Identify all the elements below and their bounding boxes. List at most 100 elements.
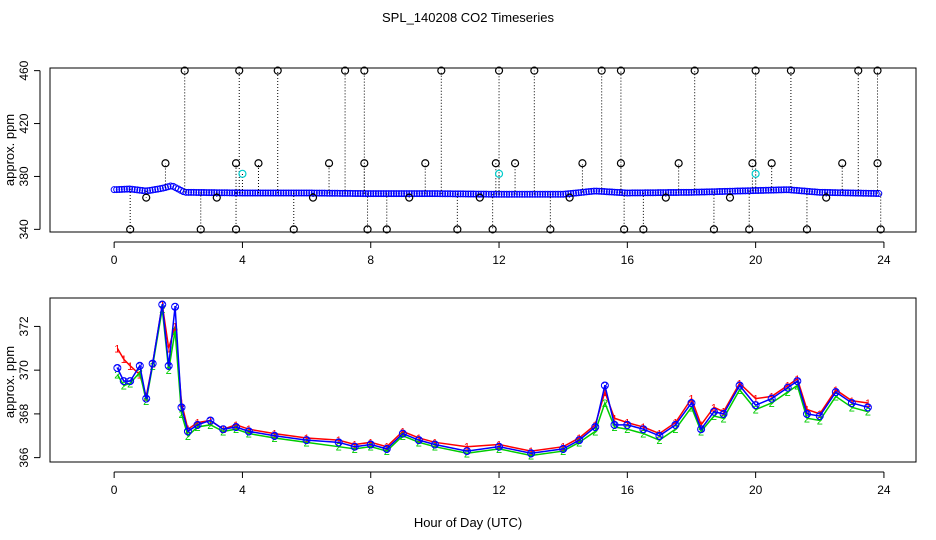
top-flagged-high-point [273,66,282,75]
top-baseline-point [608,188,616,196]
top-baseline-point [528,190,536,198]
top-baseline-point [413,190,421,198]
series-2-marker: 2 [336,442,342,454]
series-3-marker: 3 [785,383,791,395]
series-3-point [219,425,228,434]
top-flagged-minor-point [142,193,151,202]
series-2-marker: 2 [656,435,662,447]
series-3-marker: 3 [865,402,871,414]
top-baseline-point [428,190,436,198]
top-baseline-point [267,189,275,197]
top-baseline-point [126,185,134,193]
series-1-marker: 1 [246,424,252,436]
top-baseline-point [764,186,772,194]
series-1-marker: 1 [833,385,839,397]
series-2-marker: 2 [114,370,120,382]
series-2-marker: 2 [785,387,791,399]
top-baseline-point [567,190,575,198]
top-baseline-point [731,187,739,195]
top-baseline-point [641,189,649,197]
top-flagged-minor-point [212,193,221,202]
top-flagged-minor-point [822,193,831,202]
top-baseline-point [708,188,716,196]
top-baseline-point [875,190,883,198]
top-x-tick-label: 8 [367,253,374,267]
top-baseline-point [269,189,277,197]
series-3-point [206,416,215,425]
top-baseline-point [734,187,742,195]
bottom-x-tick-label: 8 [367,483,374,497]
top-baseline-point [192,188,200,196]
series-3-line [116,304,869,455]
top-baseline-point [462,190,470,198]
series-3-marker: 3 [304,435,310,447]
series-1-marker: 1 [528,446,534,458]
bottom-x-tick-label: 24 [877,483,891,497]
top-baseline-point [539,190,547,198]
series-3-point [639,425,648,434]
top-baseline-point [349,189,357,197]
top-baseline-point [423,190,431,198]
top-flagged-low-point [802,225,812,234]
series-3-point [671,420,680,429]
series-3-marker: 3 [368,440,374,452]
series-3-point [783,383,792,392]
top-flagged-minor-point [565,193,574,202]
top-baseline-point [220,189,228,197]
series-3-marker: 3 [817,411,823,423]
bottom-y-tick-label: 370 [17,360,31,380]
top-baseline-point [249,189,257,197]
series-3-point [610,420,619,429]
series-3-marker: 3 [624,420,630,432]
series-3-marker: 3 [233,422,239,434]
series-3-point [126,377,135,386]
series-2-marker: 2 [592,426,598,438]
series-2-marker: 2 [172,326,178,338]
series-3-marker: 3 [416,435,422,447]
top-baseline-point [400,190,408,198]
top-baseline-point [729,187,737,195]
top-baseline-point [829,189,837,197]
top-baseline-point [575,189,583,197]
x-axis-label: Hour of Day (UTC) [414,515,522,530]
top-baseline-point [582,188,590,196]
top-baseline-point [133,186,141,194]
top-baseline-point [344,189,352,197]
series-3-marker: 3 [698,424,704,436]
top-baseline-point [813,188,821,196]
series-1-marker: 1 [785,380,791,392]
top-baseline-point [439,190,447,198]
series-3-marker: 3 [672,420,678,432]
series-3-marker: 3 [127,376,133,388]
top-x-tick-label: 0 [111,253,118,267]
top-flagged-mid-point [231,159,241,168]
series-3-point [767,394,776,403]
top-baseline-point [767,186,775,194]
top-flagged-low-point [126,225,135,234]
top-baseline-point [611,188,619,196]
top-baseline-point [872,189,880,197]
series-1-marker: 1 [220,424,226,436]
top-baseline-point [770,186,778,194]
top-flagged-low-point [709,225,719,234]
top-flagged-minor-point [661,193,670,202]
series-3-point [232,423,241,432]
top-flagged-high-point [180,66,189,75]
top-baseline-point [485,190,493,198]
top-baseline-point [151,186,159,194]
series-3-point [148,359,157,368]
top-baseline-point [218,189,226,197]
series-3-point [527,449,536,458]
series-3-point [350,442,359,451]
series-2-marker: 2 [672,424,678,436]
series-1-marker: 1 [207,415,213,427]
series-1-marker: 1 [769,391,775,403]
top-baseline-point [510,190,518,198]
top-baseline-point [646,189,654,197]
top-baseline-point [264,189,272,197]
series-1-marker: 1 [753,394,759,406]
top-baseline-point [531,190,539,198]
series-1-marker: 1 [194,418,200,430]
top-baseline-point [790,186,798,194]
top-baseline-point [821,188,829,196]
